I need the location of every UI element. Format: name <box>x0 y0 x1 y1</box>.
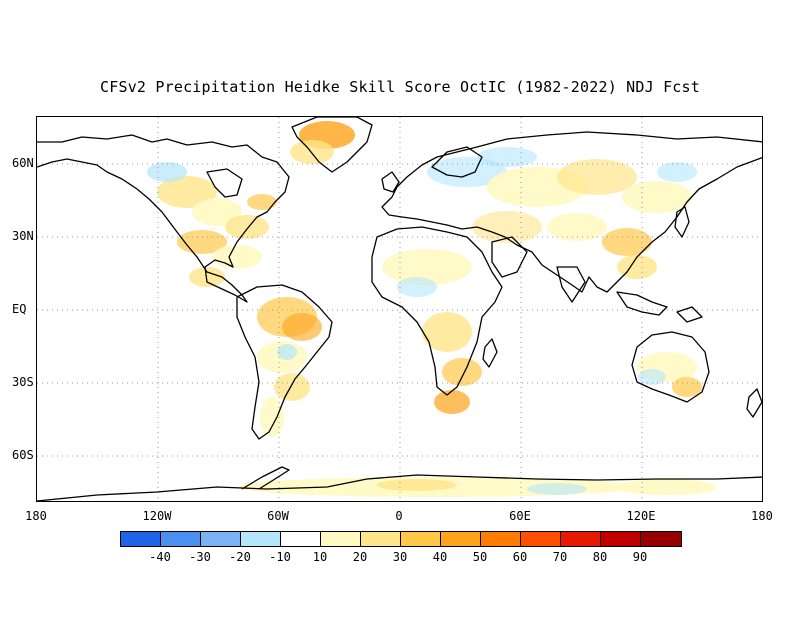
lon-label-180e: 180 <box>751 509 773 523</box>
colorbar-swatch-11 <box>561 532 601 546</box>
colorbar-swatch-7 <box>401 532 441 546</box>
lon-label-180w: 180 <box>25 509 47 523</box>
coastlines <box>37 117 762 501</box>
colorbar-swatch-0 <box>121 532 161 546</box>
colorbar-swatch-13 <box>641 532 681 546</box>
colorbar-label-7: 40 <box>432 550 448 564</box>
colorbar-swatch-9 <box>481 532 521 546</box>
colorbar-swatch-8 <box>441 532 481 546</box>
colorbar-label-10: 70 <box>552 550 568 564</box>
colorbar-swatch-4 <box>281 532 321 546</box>
colorbar-label-6: 30 <box>392 550 408 564</box>
colorbar-label-2: -20 <box>229 550 251 564</box>
lon-label-0: 0 <box>395 509 403 523</box>
gridlines <box>37 117 762 501</box>
colorbar-label-0: -40 <box>149 550 171 564</box>
skill-shading <box>147 121 717 497</box>
colorbar-swatch-1 <box>161 532 201 546</box>
colorbar-label-8: 50 <box>472 550 488 564</box>
colorbar-label-9: 60 <box>512 550 528 564</box>
lat-label-eq: EQ <box>12 302 27 316</box>
colorbar-label-12: 90 <box>632 550 648 564</box>
lat-label-30n: 30N <box>12 229 34 243</box>
world-map <box>36 116 763 502</box>
colorbar-swatch-2 <box>201 532 241 546</box>
colorbar-label-3: -10 <box>269 550 291 564</box>
lat-label-30s: 30S <box>12 375 34 389</box>
lon-label-120e: 120E <box>626 509 656 523</box>
colorbar-swatch-10 <box>521 532 561 546</box>
colorbar-label-5: 20 <box>352 550 368 564</box>
colorbar <box>120 531 682 547</box>
colorbar-swatch-5 <box>321 532 361 546</box>
map-canvas <box>37 117 762 501</box>
lon-label-60e: 60E <box>509 509 531 523</box>
lat-label-60n: 60N <box>12 156 34 170</box>
colorbar-swatch-12 <box>601 532 641 546</box>
colorbar-swatch-6 <box>361 532 401 546</box>
colorbar-label-4: 10 <box>312 550 328 564</box>
map-title: CFSv2 Precipitation Heidke Skill Score O… <box>100 78 700 96</box>
colorbar-swatch-3 <box>241 532 281 546</box>
lat-label-60s: 60S <box>12 448 34 462</box>
colorbar-label-1: -30 <box>189 550 211 564</box>
lon-label-60w: 60W <box>267 509 289 523</box>
colorbar-label-11: 80 <box>592 550 608 564</box>
lon-label-120w: 120W <box>142 509 172 523</box>
